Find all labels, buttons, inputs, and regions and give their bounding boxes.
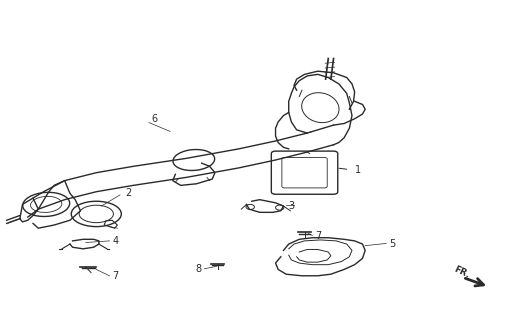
Text: FR.: FR. [452, 265, 471, 280]
Text: 7: 7 [112, 271, 118, 281]
Text: 4: 4 [112, 236, 118, 246]
Text: 5: 5 [389, 239, 395, 249]
Text: 2: 2 [125, 188, 131, 198]
Text: 6: 6 [152, 114, 158, 124]
Text: 7: 7 [315, 231, 321, 241]
Text: 3: 3 [289, 201, 295, 211]
Text: 1: 1 [355, 164, 361, 174]
Text: 8: 8 [196, 264, 202, 275]
